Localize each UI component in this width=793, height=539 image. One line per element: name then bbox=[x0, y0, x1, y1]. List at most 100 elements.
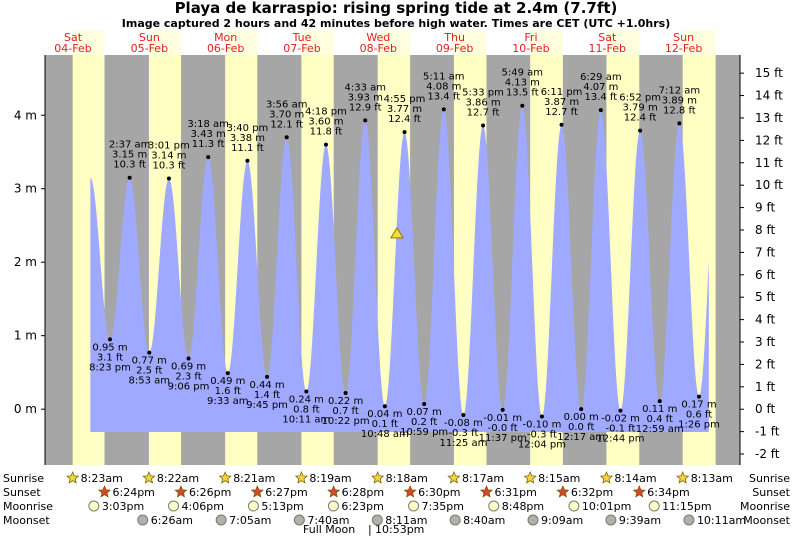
day-date: 04-Feb bbox=[54, 42, 91, 55]
row-icon bbox=[137, 514, 149, 526]
tide-label: 0.00 m bbox=[564, 412, 599, 423]
tide-label: 3.70 m bbox=[269, 109, 304, 120]
tide-label: 12.8 ft bbox=[663, 105, 696, 116]
y2-tick-label: 12 ft bbox=[755, 133, 783, 147]
tide-point bbox=[245, 158, 250, 163]
tide-point bbox=[284, 135, 289, 140]
row-time: 6:26am bbox=[151, 514, 193, 527]
tide-label: 0.49 m bbox=[210, 376, 245, 387]
daylight-band-top bbox=[72, 30, 105, 55]
row-time: 10:01pm bbox=[582, 500, 631, 513]
tide-label: 0.24 m bbox=[289, 395, 324, 406]
row-time: 8:48pm bbox=[502, 500, 544, 513]
row-icon bbox=[327, 485, 341, 498]
tide-label: 4.08 m bbox=[426, 81, 461, 92]
daylight-band-top bbox=[225, 30, 258, 55]
y2-tick-label: 9 ft bbox=[755, 201, 775, 215]
tide-label: 12.7 ft bbox=[545, 107, 578, 118]
day-name: Tue bbox=[292, 31, 312, 44]
row-time: 8:14am bbox=[614, 472, 656, 485]
row-icon bbox=[142, 471, 156, 484]
row-time: 6:32pm bbox=[571, 486, 613, 499]
tide-label: 5:33 pm bbox=[462, 88, 504, 99]
row-icon bbox=[447, 471, 461, 484]
tide-label: 9:45 pm bbox=[246, 400, 288, 411]
tide-label: 0.0 ft bbox=[568, 422, 594, 433]
tide-label: 12:17 am bbox=[557, 432, 605, 443]
row-icon bbox=[218, 471, 232, 484]
tide-label: 8:23 pm bbox=[89, 362, 131, 373]
row-icon bbox=[599, 471, 613, 484]
tide-label: 0.6 ft bbox=[686, 410, 712, 421]
row-icon bbox=[488, 500, 500, 512]
day-date: 09-Feb bbox=[436, 42, 473, 55]
y2-tick-label: 7 ft bbox=[755, 245, 775, 259]
tide-label: 2:37 am bbox=[109, 140, 151, 151]
row-time: 8:18am bbox=[386, 472, 428, 485]
day-date: 06-Feb bbox=[207, 42, 244, 55]
row-icon bbox=[168, 500, 180, 512]
tide-label: 12:59 am bbox=[636, 424, 684, 435]
tide-label: 1.4 ft bbox=[254, 390, 280, 401]
tide-label: -0.0 ft bbox=[488, 423, 518, 434]
tide-point bbox=[618, 408, 623, 413]
daylight-band-top bbox=[301, 30, 334, 55]
tide-label: 10:22 pm bbox=[322, 416, 370, 427]
day-name: Thu bbox=[443, 31, 465, 44]
day-name: Sun bbox=[139, 31, 160, 44]
tide-label: 11.1 ft bbox=[231, 143, 264, 154]
tide-label: 12.9 ft bbox=[349, 102, 382, 113]
tide-point bbox=[579, 407, 584, 412]
row-icon bbox=[215, 514, 227, 526]
row-time: 6:34pm bbox=[647, 486, 689, 499]
tide-label: 13.4 ft bbox=[427, 91, 460, 102]
tide-point bbox=[343, 390, 348, 395]
row-time: 7:40am bbox=[307, 514, 349, 527]
tide-label: -0.10 m bbox=[523, 420, 562, 431]
tide-label: 10:59 pm bbox=[400, 427, 448, 438]
row-icon bbox=[523, 471, 537, 484]
daylight-band-top bbox=[377, 30, 411, 55]
tide-point bbox=[422, 402, 427, 407]
daylight-band-top bbox=[530, 30, 563, 55]
tide-label: 11.8 ft bbox=[310, 127, 343, 138]
tide-label: 1:26 pm bbox=[678, 420, 720, 431]
row-time: 8:17am bbox=[462, 472, 504, 485]
day-name: Wed bbox=[366, 31, 390, 44]
row-time: 4:06pm bbox=[182, 500, 224, 513]
tide-label: 0.8 ft bbox=[293, 405, 319, 416]
tide-label: 6:29 am bbox=[580, 72, 622, 83]
day-date: 10-Feb bbox=[512, 42, 549, 55]
tide-label: 4:18 pm bbox=[305, 107, 347, 118]
daylight-band-top bbox=[453, 30, 487, 55]
tide-label: 7:12 am bbox=[659, 85, 701, 96]
row-icon bbox=[174, 485, 188, 498]
tide-point bbox=[520, 103, 525, 108]
tide-label: -0.02 m bbox=[601, 414, 640, 425]
row-time: 8:11am bbox=[385, 514, 427, 527]
row-icon bbox=[449, 514, 461, 526]
tide-point bbox=[697, 394, 701, 399]
tide-point bbox=[127, 175, 132, 180]
tide-label: 3.77 m bbox=[387, 104, 422, 115]
y-tick-label: 0 m bbox=[14, 402, 37, 416]
y2-tick-label: 3 ft bbox=[755, 335, 775, 349]
row-icon bbox=[556, 485, 570, 498]
tide-label: 3.93 m bbox=[348, 92, 383, 103]
tide-label: 0.77 m bbox=[132, 356, 167, 367]
daylight-band-top bbox=[606, 30, 640, 55]
tide-label: 0.22 m bbox=[328, 396, 363, 407]
row-time: 8:21am bbox=[233, 472, 275, 485]
tide-label: 11:25 am bbox=[439, 438, 487, 449]
row-time: 8:23am bbox=[81, 472, 123, 485]
row-icon bbox=[676, 471, 690, 484]
tide-label: 12:04 pm bbox=[518, 440, 566, 451]
tide-label: 3.1 ft bbox=[97, 352, 123, 363]
moon-phase: Full Moon bbox=[303, 523, 355, 536]
tide-point bbox=[598, 108, 603, 113]
row-icon bbox=[247, 500, 259, 512]
row-label: Moonset bbox=[3, 514, 50, 527]
tide-label: 4.07 m bbox=[583, 82, 618, 93]
row-icon bbox=[568, 500, 580, 512]
tide-label: 12.4 ft bbox=[388, 114, 421, 125]
